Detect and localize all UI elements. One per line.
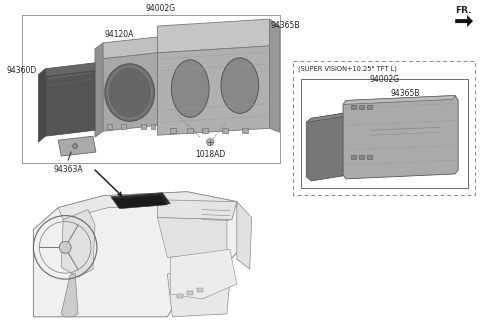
Bar [293, 61, 475, 195]
Polygon shape [61, 210, 95, 277]
Ellipse shape [105, 64, 155, 121]
Bar [187, 128, 193, 133]
Bar [351, 105, 356, 110]
Bar [359, 105, 364, 110]
Bar [177, 294, 183, 298]
Polygon shape [58, 136, 96, 156]
Ellipse shape [171, 60, 209, 117]
Polygon shape [113, 195, 168, 209]
Text: 94363A: 94363A [53, 165, 83, 174]
Bar [170, 128, 176, 133]
Polygon shape [95, 43, 103, 137]
Bar [301, 79, 468, 188]
Polygon shape [157, 217, 227, 257]
Polygon shape [270, 19, 279, 132]
Text: (SUPER VISION+10.25" TFT L): (SUPER VISION+10.25" TFT L) [299, 66, 397, 72]
Polygon shape [343, 95, 458, 179]
Text: 94002G: 94002G [369, 75, 399, 84]
Polygon shape [157, 46, 270, 135]
Text: 94365B: 94365B [271, 21, 300, 30]
Circle shape [59, 241, 71, 253]
Text: 94360D: 94360D [6, 66, 36, 75]
Bar [151, 124, 156, 129]
Bar [141, 124, 145, 129]
Polygon shape [103, 53, 157, 131]
Polygon shape [157, 200, 237, 219]
Bar [367, 105, 372, 110]
Ellipse shape [108, 67, 152, 118]
Bar [222, 128, 228, 133]
Polygon shape [58, 192, 237, 219]
Bar [367, 155, 372, 159]
Polygon shape [38, 69, 45, 142]
Bar [187, 291, 193, 295]
Polygon shape [61, 273, 78, 317]
Polygon shape [343, 95, 455, 104]
Bar [197, 288, 203, 292]
Text: 1018AD: 1018AD [195, 150, 225, 159]
Polygon shape [168, 254, 230, 317]
Polygon shape [170, 249, 237, 299]
Bar [202, 128, 208, 133]
Polygon shape [45, 63, 95, 77]
Bar [242, 128, 248, 133]
Polygon shape [237, 202, 252, 269]
Polygon shape [34, 192, 240, 317]
Text: 94002G: 94002G [145, 4, 176, 13]
Bar [359, 155, 364, 159]
Circle shape [206, 139, 214, 146]
Polygon shape [45, 71, 95, 136]
Polygon shape [306, 113, 349, 122]
Polygon shape [306, 113, 349, 181]
Bar [121, 124, 126, 129]
Polygon shape [157, 19, 270, 53]
Polygon shape [111, 193, 170, 208]
Bar [351, 155, 356, 159]
Circle shape [72, 144, 78, 149]
Ellipse shape [221, 58, 259, 113]
Polygon shape [103, 37, 157, 59]
Text: 94365B: 94365B [391, 89, 420, 97]
Polygon shape [455, 15, 473, 27]
Bar [107, 124, 112, 129]
Text: FR.: FR. [455, 6, 472, 15]
Text: 94120A: 94120A [105, 30, 134, 39]
